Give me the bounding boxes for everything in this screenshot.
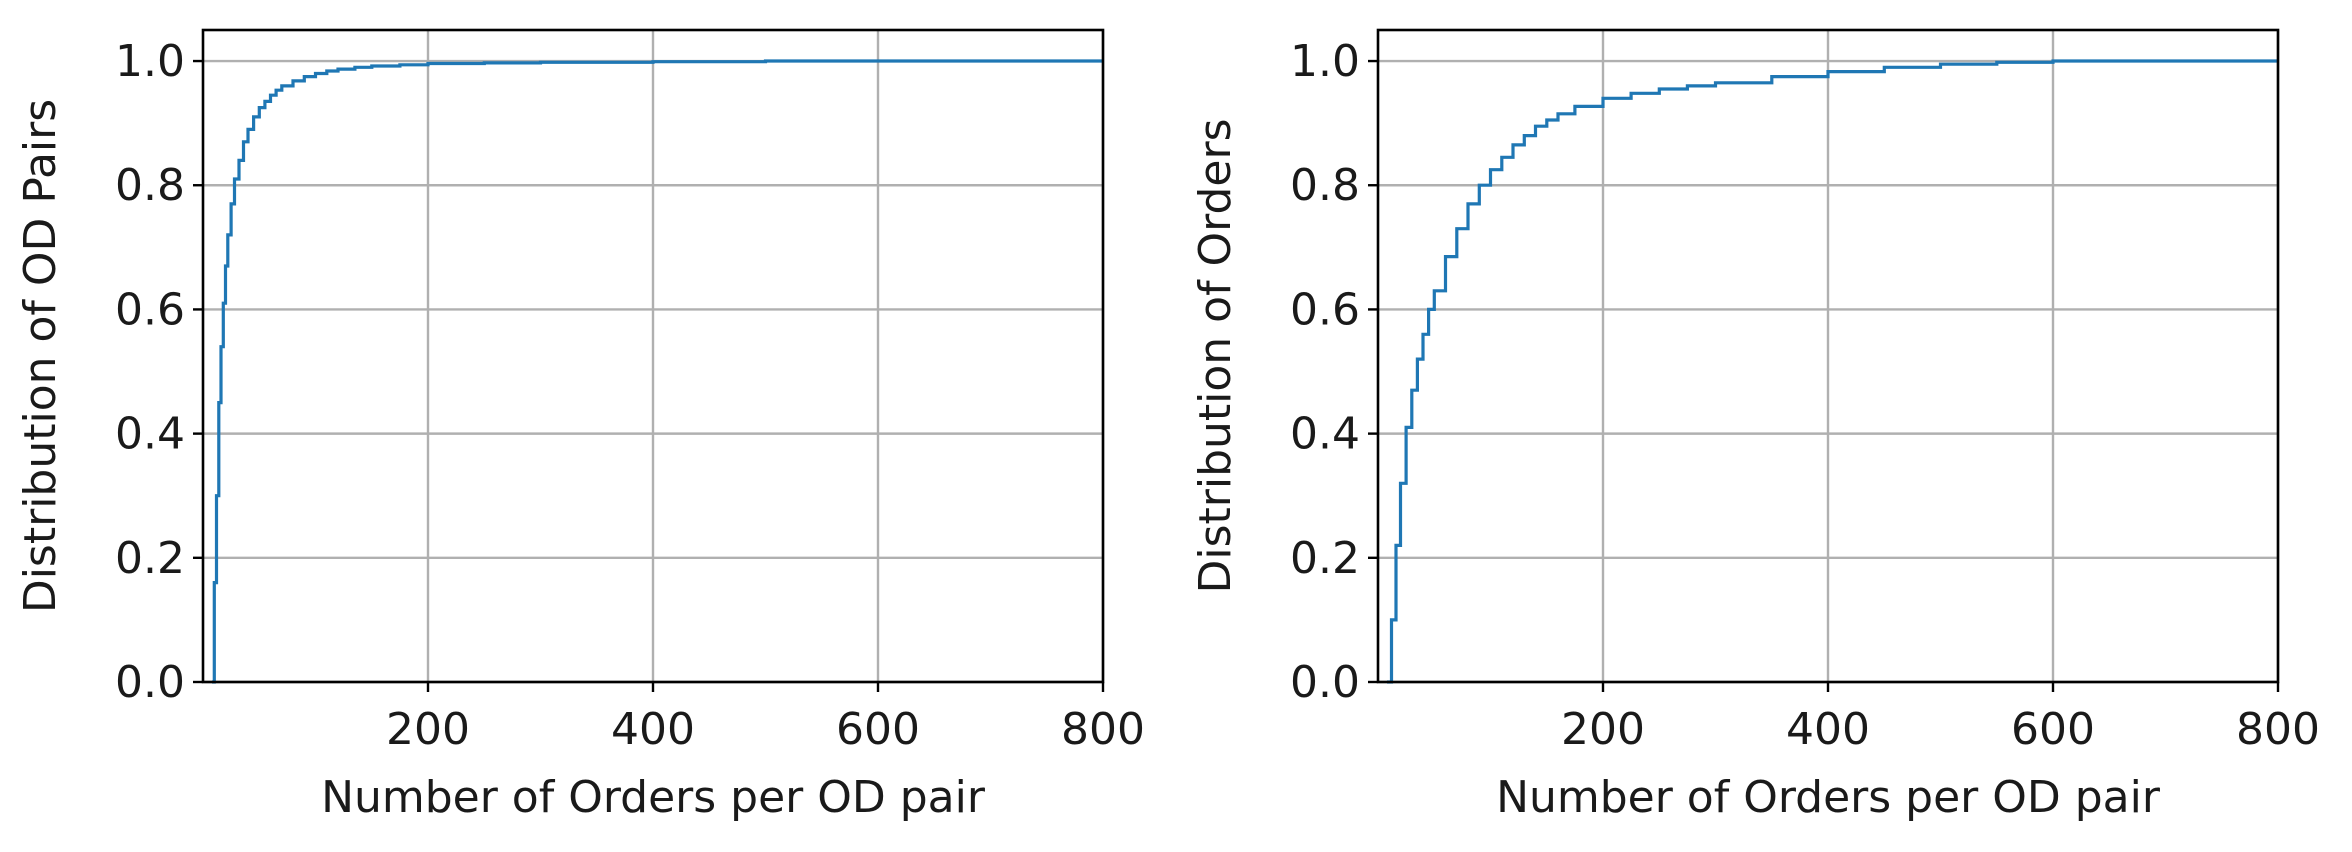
y-tick-label: 0.4 <box>1290 409 1360 460</box>
y-tick-label: 0.4 <box>115 409 185 460</box>
y-tick-label: 0.2 <box>1290 533 1360 584</box>
x-tick-label: 800 <box>2236 704 2320 755</box>
cdf-step-line <box>1387 59 2278 684</box>
right-panel: 200 400 600 800 0.0 0.2 0.4 0.6 0.8 1.0 Number o… <box>1190 28 2320 823</box>
y-tick-labels: 0.0 0.2 0.4 0.6 0.8 1.0 <box>1290 36 1360 708</box>
series-line <box>212 59 1103 684</box>
y-tick-label: 0.2 <box>115 533 185 584</box>
x-tick-label: 400 <box>1786 704 1870 755</box>
y-axis-label: Distribution of Orders <box>1190 118 1241 593</box>
y-tick-label: 0.0 <box>115 657 185 708</box>
x-tick-label: 600 <box>836 704 920 755</box>
x-tick-label: 800 <box>1061 704 1145 755</box>
x-tick-label: 200 <box>386 704 470 755</box>
x-tick-label: 200 <box>1561 704 1645 755</box>
cdf-step-line <box>212 59 1103 684</box>
x-tick-label: 400 <box>611 704 695 755</box>
y-tick-labels: 0.0 0.2 0.4 0.6 0.8 1.0 <box>115 36 185 708</box>
y-tick-label: 1.0 <box>115 36 185 87</box>
x-tick-labels: 200 400 600 800 <box>386 704 1145 755</box>
x-tick-labels: 200 400 600 800 <box>1561 704 2320 755</box>
x-axis-label: Number of Orders per OD pair <box>1496 772 2161 823</box>
x-axis-label: Number of Orders per OD pair <box>321 772 986 823</box>
y-tick-label: 0.6 <box>115 284 185 335</box>
left-panel: 200 400 600 800 0.0 0.2 0.4 0.6 0.8 1.0 Number o… <box>15 28 1145 823</box>
tick-marks <box>1368 59 2280 692</box>
tick-marks <box>193 59 1105 692</box>
y-axis-label: Distribution of OD Pairs <box>15 99 66 613</box>
x-tick-label: 600 <box>2011 704 2095 755</box>
y-tick-label: 0.8 <box>115 160 185 211</box>
y-tick-label: 1.0 <box>1290 36 1360 87</box>
series-line <box>1387 59 2278 684</box>
y-tick-label: 0.8 <box>1290 160 1360 211</box>
y-tick-label: 0.0 <box>1290 657 1360 708</box>
y-tick-label: 0.6 <box>1290 284 1360 335</box>
